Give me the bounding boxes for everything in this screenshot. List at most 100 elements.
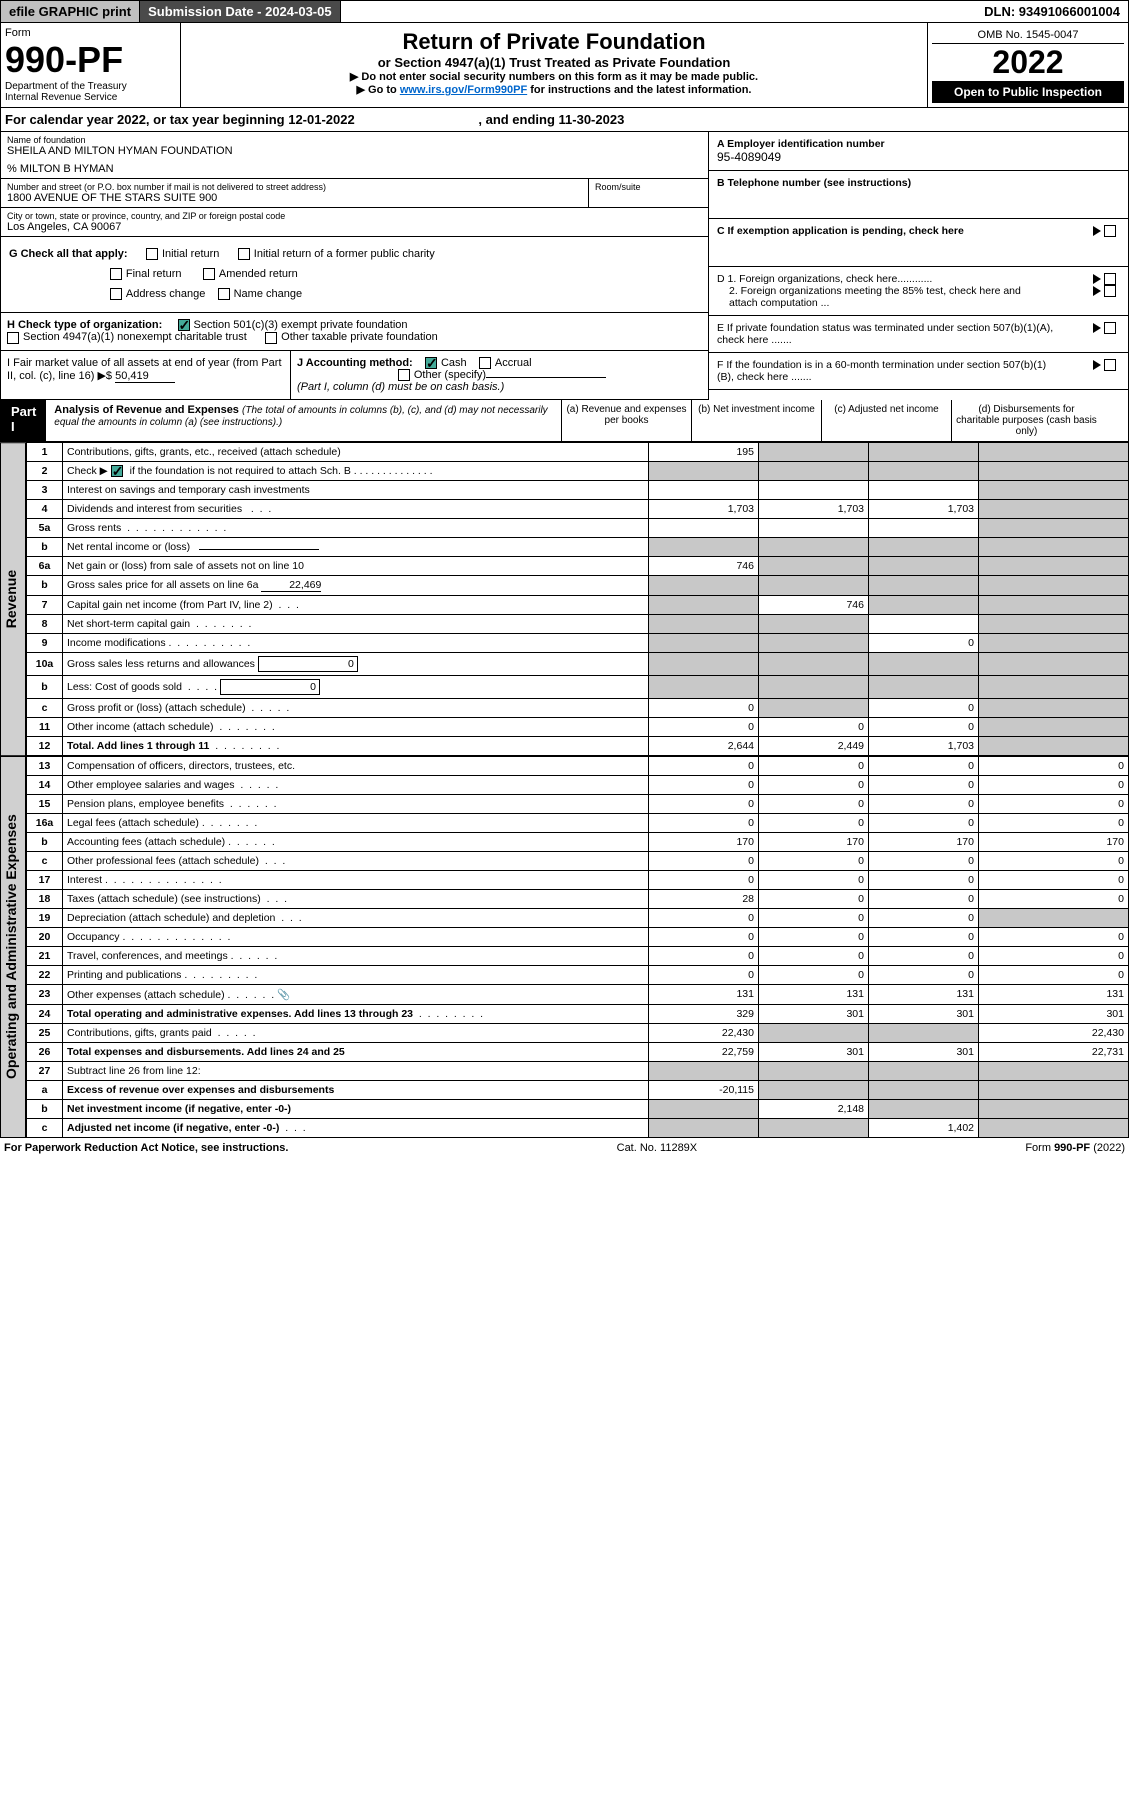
line-8: 8Net short-term capital gain . . . . . .… [27, 614, 1129, 633]
h-opt-3: Other taxable private foundation [281, 331, 438, 343]
other-method-checkbox[interactable] [398, 369, 410, 381]
col-b-header: (b) Net investment income [691, 400, 821, 441]
form-subtitle: or Section 4947(a)(1) Trust Treated as P… [187, 55, 921, 70]
f-label: F If the foundation is in a 60-month ter… [717, 359, 1057, 383]
col-a-header: (a) Revenue and expenses per books [561, 400, 691, 441]
f-checkbox[interactable] [1104, 359, 1116, 371]
g-opt-2: Address change [126, 288, 206, 300]
line-14: 14Other employee salaries and wages . . … [27, 775, 1129, 794]
line-17: 17Interest . . . . . . . . . . . . . .00… [27, 870, 1129, 889]
line-27: 27Subtract line 26 from line 12: [27, 1061, 1129, 1080]
efile-badge[interactable]: efile GRAPHIC print [1, 1, 140, 22]
address-change-checkbox[interactable] [110, 288, 122, 300]
line-12: 12Total. Add lines 1 through 11 . . . . … [27, 736, 1129, 755]
line-18: 18Taxes (attach schedule) (see instructi… [27, 889, 1129, 908]
line-15: 15Pension plans, employee benefits . . .… [27, 794, 1129, 813]
line-19: 19Depreciation (attach schedule) and dep… [27, 908, 1129, 927]
sch-b-checkbox[interactable] [111, 465, 123, 477]
name-label: Name of foundation [7, 135, 702, 145]
col-c-header: (c) Adjusted net income [821, 400, 951, 441]
g-opt-3: Initial return of a former public charit… [254, 248, 435, 260]
cal-begin: For calendar year 2022, or tax year begi… [5, 112, 355, 127]
form-label: Form [5, 27, 176, 39]
city-label: City or town, state or province, country… [7, 211, 702, 221]
g-opt-4: Amended return [219, 268, 298, 280]
foundation-name: SHEILA AND MILTON HYMAN FOUNDATION [7, 145, 702, 157]
g-label: G Check all that apply: [9, 248, 128, 260]
address: 1800 AVENUE OF THE STARS SUITE 900 [7, 192, 582, 204]
phone-label: B Telephone number (see instructions) [717, 177, 911, 189]
ein: 95-4089049 [717, 150, 781, 164]
line-10b: bLess: Cost of goods sold . . . . 0 [27, 675, 1129, 698]
form-header: Form 990-PF Department of the Treasury I… [0, 23, 1129, 108]
line-2: 2Check ▶ if the foundation is not requir… [27, 461, 1129, 480]
c-checkbox[interactable] [1104, 225, 1116, 237]
tax-year: 2022 [932, 44, 1124, 81]
revenue-label: Revenue [0, 442, 26, 756]
line-1: 1Contributions, gifts, grants, etc., rec… [27, 442, 1129, 461]
omb-number: OMB No. 1545-0047 [932, 27, 1124, 44]
line-4: 4Dividends and interest from securities … [27, 499, 1129, 518]
line-11: 11Other income (attach schedule) . . . .… [27, 717, 1129, 736]
page-footer: For Paperwork Reduction Act Notice, see … [0, 1138, 1129, 1158]
line-6a: 6aNet gain or (loss) from sale of assets… [27, 556, 1129, 575]
line-5a: 5aGross rents . . . . . . . . . . . . [27, 518, 1129, 537]
h-opt-1: Section 501(c)(3) exempt private foundat… [194, 319, 408, 331]
line-27c: cAdjusted net income (if negative, enter… [27, 1118, 1129, 1137]
e-checkbox[interactable] [1104, 322, 1116, 334]
line-9: 9Income modifications . . . . . . . . . … [27, 633, 1129, 652]
section-g: G Check all that apply: Initial return I… [1, 237, 708, 313]
line-24: 24Total operating and administrative exp… [27, 1004, 1129, 1023]
h-label: H Check type of organization: [7, 319, 162, 331]
other-taxable-checkbox[interactable] [265, 332, 277, 344]
note2-prefix: ▶ Go to [357, 84, 400, 96]
initial-return-checkbox[interactable] [146, 248, 158, 260]
h-opt-2: Section 4947(a)(1) nonexempt charitable … [23, 331, 247, 343]
line-25: 25Contributions, gifts, grants paid . . … [27, 1023, 1129, 1042]
initial-former-checkbox[interactable] [238, 248, 250, 260]
final-return-checkbox[interactable] [110, 268, 122, 280]
amended-return-checkbox[interactable] [203, 268, 215, 280]
line-16a: 16aLegal fees (attach schedule) . . . . … [27, 813, 1129, 832]
line-5b: bNet rental income or (loss) [27, 537, 1129, 556]
line-6b: bGross sales price for all assets on lin… [27, 575, 1129, 595]
note-1: ▶ Do not enter social security numbers o… [187, 70, 921, 83]
line-7: 7Capital gain net income (from Part IV, … [27, 595, 1129, 614]
note2-suffix: for instructions and the latest informat… [527, 84, 751, 96]
revenue-section: Revenue 1Contributions, gifts, grants, e… [0, 442, 1129, 756]
footer-center: Cat. No. 11289X [617, 1142, 698, 1154]
cal-end: , and ending 11-30-2023 [478, 112, 624, 127]
line-20: 20Occupancy . . . . . . . . . . . . .000… [27, 927, 1129, 946]
cash-checkbox[interactable] [425, 357, 437, 369]
submission-date: Submission Date - 2024-03-05 [140, 1, 341, 22]
addr-label: Number and street (or P.O. box number if… [7, 182, 582, 192]
line-3: 3Interest on savings and temporary cash … [27, 480, 1129, 499]
d2-label: 2. Foreign organizations meeting the 85%… [717, 285, 1037, 309]
dept: Department of the Treasury [5, 81, 176, 92]
4947a1-checkbox[interactable] [7, 332, 19, 344]
line-16b: bAccounting fees (attach schedule) . . .… [27, 832, 1129, 851]
room-label: Room/suite [595, 182, 702, 192]
d1-label: D 1. Foreign organizations, check here..… [717, 273, 932, 285]
g-opt-5: Name change [234, 288, 303, 300]
ein-label: A Employer identification number [717, 138, 885, 150]
line-21: 21Travel, conferences, and meetings . . … [27, 946, 1129, 965]
g-opt-0: Initial return [162, 248, 219, 260]
j-other: Other (specify) [414, 369, 486, 381]
line-10c: cGross profit or (loss) (attach schedule… [27, 698, 1129, 717]
d1-checkbox[interactable] [1104, 273, 1116, 285]
line-23: 23Other expenses (attach schedule) . . .… [27, 984, 1129, 1004]
name-change-checkbox[interactable] [218, 288, 230, 300]
open-public-badge: Open to Public Inspection [932, 81, 1124, 103]
note-2: ▶ Go to www.irs.gov/Form990PF for instru… [187, 83, 921, 96]
col-d-header: (d) Disbursements for charitable purpose… [951, 400, 1101, 441]
expenses-section: Operating and Administrative Expenses 13… [0, 756, 1129, 1138]
d2-checkbox[interactable] [1104, 285, 1116, 297]
attach-icon[interactable]: 📎 [277, 989, 290, 1001]
dln: DLN: 93491066001004 [976, 1, 1128, 22]
fmv-value: 50,419 [115, 370, 175, 383]
foundation-info: Name of foundation SHEILA AND MILTON HYM… [0, 132, 1129, 400]
form-link[interactable]: www.irs.gov/Form990PF [400, 84, 527, 96]
accrual-checkbox[interactable] [479, 357, 491, 369]
501c3-checkbox[interactable] [178, 319, 190, 331]
